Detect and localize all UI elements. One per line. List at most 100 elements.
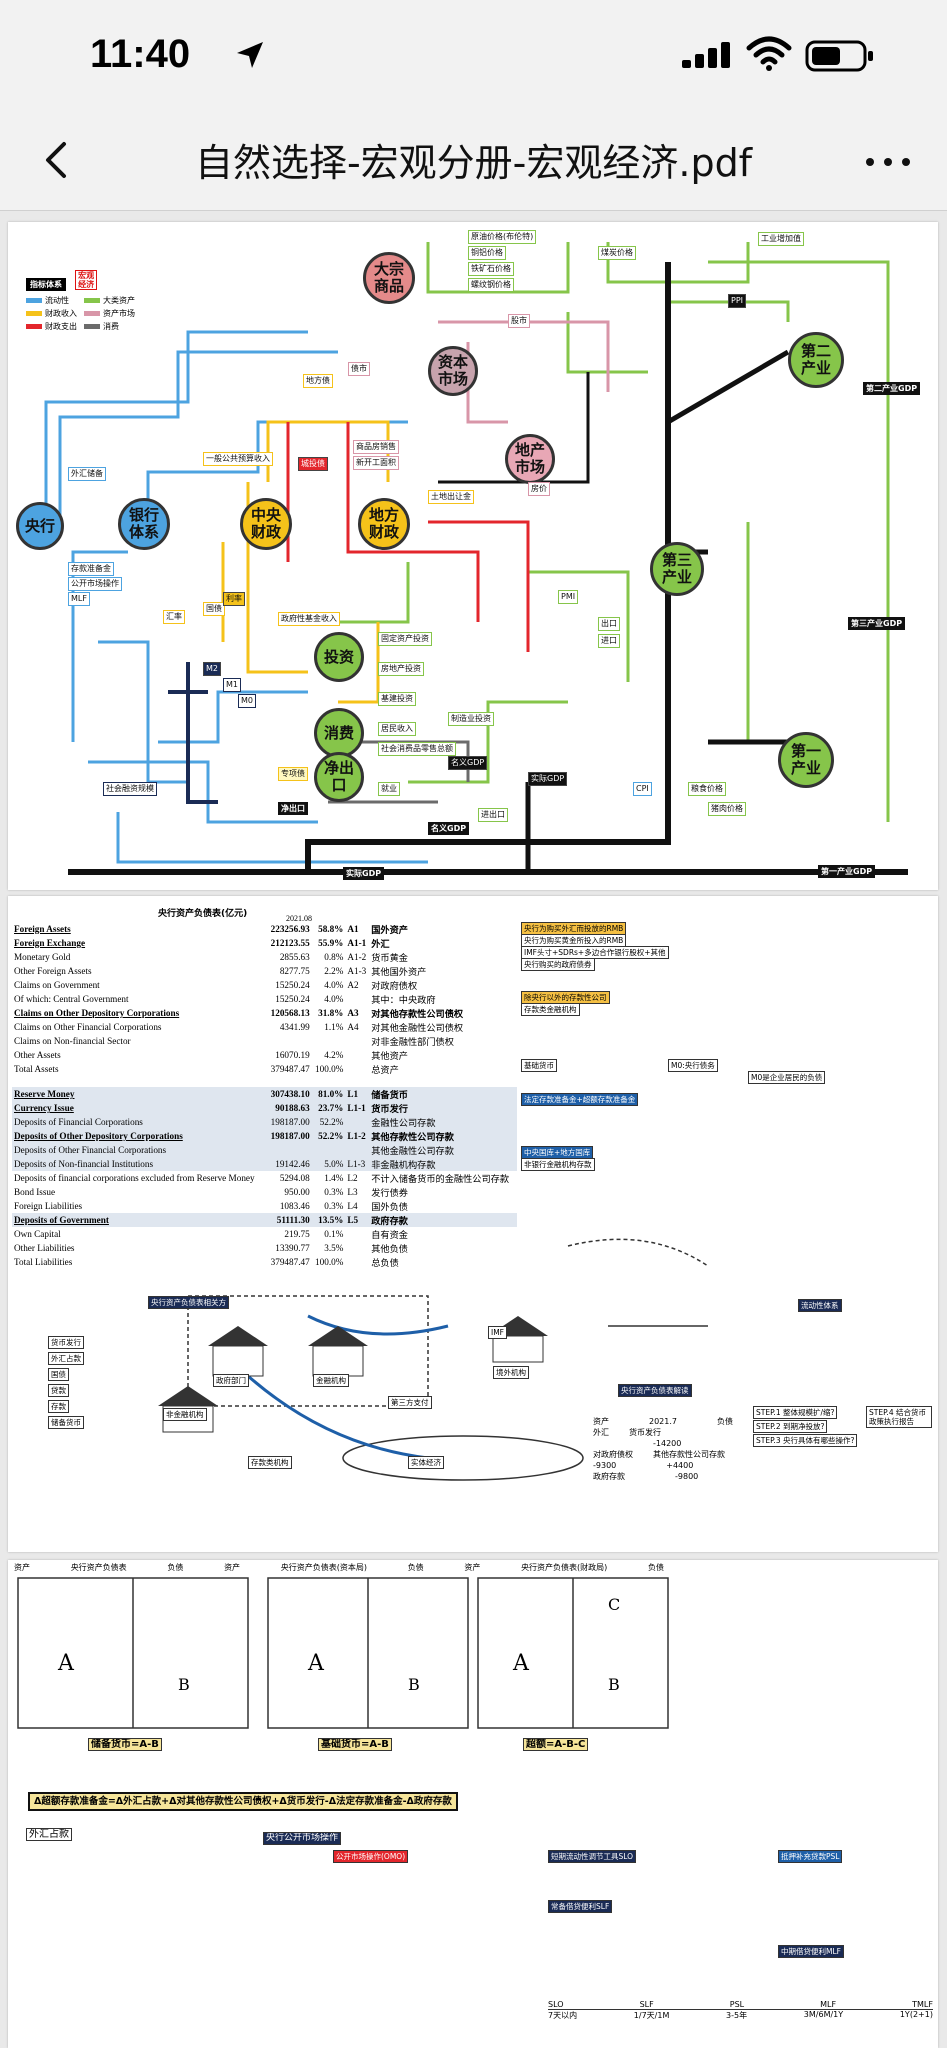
- box-local-bond[interactable]: 地方债: [303, 374, 333, 388]
- box-interest-rate[interactable]: 利率: [223, 592, 245, 606]
- box-pork[interactable]: 猪肉价格: [708, 802, 746, 816]
- more-options-icon[interactable]: [858, 132, 918, 192]
- pdf-page-1[interactable]: 指标体系 宏观经济 流动性 大类资产 财政收入 资产市场 财政支出 消费: [8, 222, 938, 890]
- node-local-fiscal[interactable]: 地方 财政: [358, 498, 410, 550]
- section-title-related: 央行资产负债表相关方: [148, 1296, 229, 1309]
- box-infra-inv[interactable]: 基建投资: [378, 692, 416, 706]
- node-capital-market[interactable]: 资本 市场: [428, 346, 478, 396]
- node-primary-industry[interactable]: 第一 产业: [778, 732, 834, 788]
- cell-cn: 其他存款性公司存款: [369, 1129, 517, 1144]
- table-row: Total Assets 379487.47 100.0% 总资产: [12, 1062, 517, 1076]
- cell-p: 52.2%: [311, 1115, 346, 1130]
- box-cpi[interactable]: CPI: [633, 782, 652, 796]
- box-omo[interactable]: 公开市场操作: [68, 577, 122, 591]
- box-mlf[interactable]: MLF: [68, 592, 90, 606]
- box-copper[interactable]: 铜铝价格: [468, 246, 506, 260]
- box-fx-rate[interactable]: 汇率: [163, 610, 185, 624]
- box-land-sales[interactable]: 土地出让金: [428, 490, 474, 504]
- ex-dep-v: +4400: [666, 1461, 694, 1470]
- box-m2[interactable]: M2: [203, 662, 221, 676]
- box-income[interactable]: 居民收入: [378, 722, 416, 736]
- box-rrr[interactable]: 存款准备金: [68, 562, 114, 576]
- node-central-fiscal[interactable]: 中央 财政: [240, 498, 292, 550]
- node-central-bank[interactable]: 央行: [16, 502, 64, 550]
- box-export[interactable]: 出口: [598, 617, 620, 631]
- box-property-inv[interactable]: 房地产投资: [378, 662, 424, 676]
- nav-bar: 自然选择-宏观分册-宏观经济.pdf: [0, 110, 947, 211]
- cell-code: A1-3: [347, 966, 367, 976]
- box-oil[interactable]: 原油价格(布伦特): [468, 230, 537, 244]
- node-tertiary-industry[interactable]: 第三 产业: [650, 542, 704, 596]
- box-general-budget[interactable]: 一般公共预算收入: [203, 452, 273, 466]
- box-mfg-inv[interactable]: 制造业投资: [448, 712, 494, 726]
- box-housing-sales[interactable]: 商品房销售: [353, 440, 399, 454]
- cell-en: Deposits of Government: [12, 1213, 267, 1228]
- cell-en: Monetary Gold: [14, 952, 71, 962]
- svg-text:C: C: [608, 1595, 620, 1614]
- pdf-page-2[interactable]: 央行资产负债表(亿元) 2021.08 Foreign Assets 223256…: [8, 896, 938, 1552]
- node-net-export[interactable]: 净出 口: [314, 752, 364, 802]
- box-nominal-gdp[interactable]: 名义GDP: [448, 756, 488, 770]
- cell-cn: 对其他存款性公司债权: [371, 1009, 464, 1019]
- pdf-page-3[interactable]: 资产 央行资产负债表 负债 资产 央行资产负债表(资本局) 负债 资产 央行资产负债表(财政局…: [8, 1560, 938, 2048]
- cell-cn: 总负债: [371, 1258, 399, 1269]
- box-special-bond[interactable]: 专项债: [278, 767, 308, 781]
- box-m1[interactable]: M1: [223, 678, 241, 692]
- node-commodity[interactable]: 大宗 商品: [363, 252, 415, 304]
- box-house-price[interactable]: 房价: [528, 482, 550, 496]
- cell-cn: 发行债券: [371, 1188, 408, 1199]
- box-import[interactable]: 进口: [598, 634, 620, 648]
- cell-v: 379487.47: [270, 1064, 310, 1074]
- box-retail-sales[interactable]: 社会消费品零售总额: [378, 742, 456, 756]
- annot-gov-bond: 央行购买的政府债券: [521, 958, 595, 971]
- box-social-financing[interactable]: 社会融资规模: [103, 782, 157, 796]
- box-iron[interactable]: 铁矿石价格: [468, 262, 514, 276]
- cell-p: 58.8%: [318, 924, 344, 934]
- tools-table: SLO SLF PSL MLF TMLF 7天以内 1/7天/1M 3-5年 3M/6M/1Y…: [548, 2000, 933, 2021]
- svg-text:B: B: [408, 1675, 420, 1694]
- box-ppi[interactable]: PPI: [728, 294, 747, 308]
- box-fx-reserve[interactable]: 外汇储备: [68, 467, 106, 481]
- table-row: Total Liabilities 379487.47 100.0% 总负债: [12, 1255, 517, 1269]
- node-consumption[interactable]: 消费: [314, 708, 364, 758]
- box-stock[interactable]: 股市: [508, 314, 530, 328]
- box-trade[interactable]: 进出口: [478, 808, 508, 822]
- box-pmi[interactable]: PMI: [558, 590, 579, 604]
- cell-code: L1-3: [345, 1157, 370, 1172]
- back-chevron-icon[interactable]: [28, 130, 88, 190]
- node-secondary-industry[interactable]: 第二 产业: [788, 332, 844, 388]
- box-m0[interactable]: M0: [238, 694, 256, 708]
- cell-en: Claims on Government: [14, 980, 100, 990]
- box-gov-bond[interactable]: 国债: [203, 602, 225, 616]
- cell-v: 307438.10: [266, 1087, 312, 1102]
- table-row: Claims on Other Depository Corporations 1…: [12, 1006, 517, 1020]
- table-row: Claims on Other Financial Corporations 43…: [12, 1020, 517, 1034]
- node-investment[interactable]: 投资: [314, 632, 364, 682]
- table-row: Monetary Gold 2855.63 0.8% A1-2 货币黄金: [12, 950, 517, 964]
- sheet-header: 央行资产负债表(财政局): [521, 1563, 608, 1572]
- cell-cn: 总资产: [371, 1065, 399, 1075]
- diagram-label: 外汇占款: [48, 1352, 84, 1365]
- box-fai[interactable]: 固定资产投资: [378, 632, 432, 646]
- box-grain[interactable]: 粮食价格: [688, 782, 726, 796]
- cell-en: Deposits of Other Depository Corporation…: [12, 1129, 267, 1144]
- cell-p: [312, 1076, 346, 1087]
- cell-code: A1: [347, 924, 359, 934]
- cell-en: Foreign Assets: [14, 924, 71, 934]
- box-real-gdp[interactable]: 实际GDP: [528, 772, 568, 786]
- box-employment[interactable]: 就业: [378, 782, 400, 796]
- cell-code: L1: [345, 1087, 370, 1102]
- box-industrial-va[interactable]: 工业增加值: [758, 232, 804, 246]
- box-coal[interactable]: 煤炭价格: [598, 246, 636, 260]
- sheet-header: 央行资产负债表(资本局): [280, 1563, 367, 1572]
- node-real-estate[interactable]: 地产 市场: [505, 434, 555, 484]
- box-bond-market[interactable]: 债市: [348, 362, 370, 376]
- cell-v: 198187.00: [266, 1129, 312, 1144]
- box-gov-fund[interactable]: 政府性基金收入: [278, 612, 340, 626]
- box-rebar[interactable]: 螺纹钢价格: [468, 278, 514, 292]
- box-new-starts[interactable]: 新开工面积: [353, 456, 399, 470]
- cell-p: 4.0%: [324, 994, 344, 1004]
- box-lgfv-bond[interactable]: 城投债: [298, 457, 328, 471]
- node-banking[interactable]: 银行 体系: [118, 498, 170, 550]
- annot-depository: 存款类金融机构: [521, 1003, 580, 1016]
